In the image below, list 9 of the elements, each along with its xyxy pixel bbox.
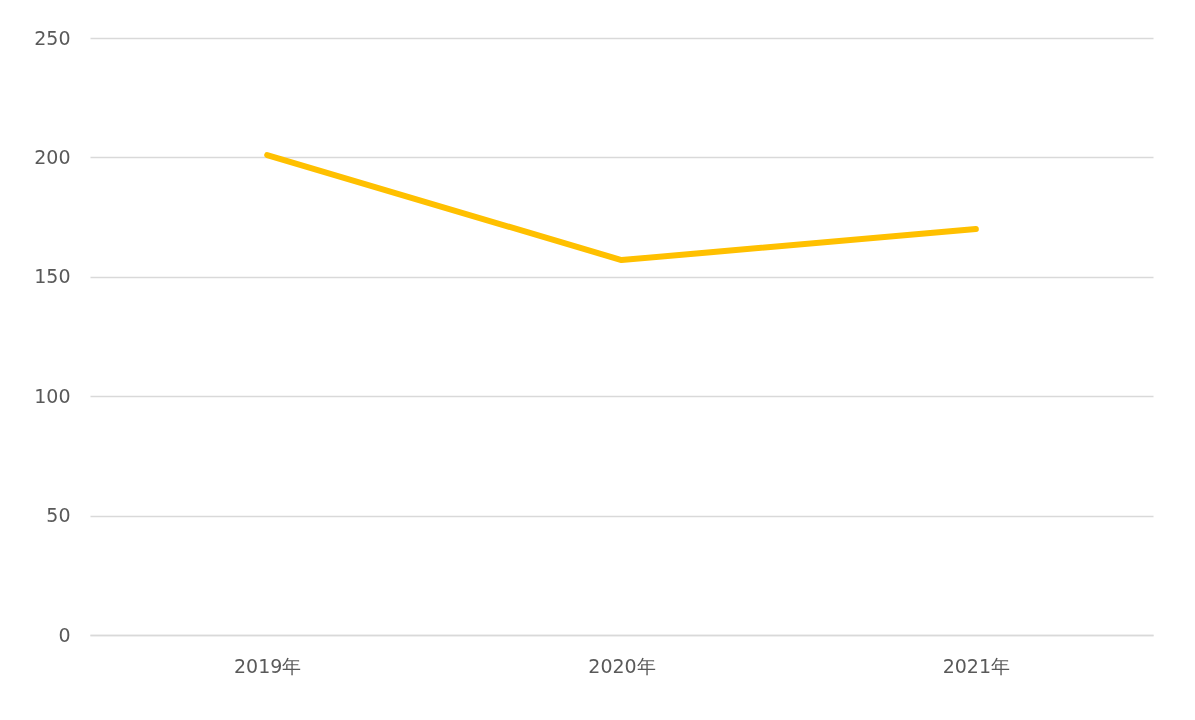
x-tick-label: 2020年 [588, 654, 656, 677]
x-tick-label: 2021年 [942, 654, 1011, 677]
y-tick-label: 0 [58, 623, 71, 646]
x-tick-label: 2019年 [233, 654, 302, 677]
y-tick-label: 150 [34, 265, 71, 288]
y-tick-label: 50 [46, 504, 71, 527]
y-tick-label: 250 [34, 26, 71, 49]
y-tick-label: 200 [34, 145, 71, 168]
y-tick-label: 100 [34, 384, 71, 407]
